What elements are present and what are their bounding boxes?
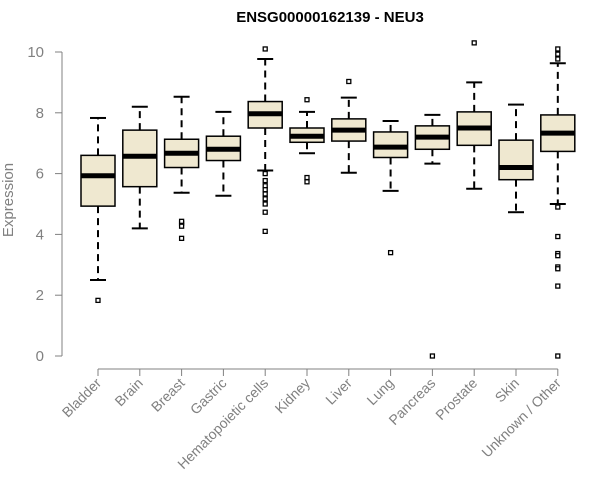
box-gastric [205,110,242,197]
box-skin [498,103,534,214]
outlier-point [262,177,268,184]
y-tick-label: 0 [36,348,44,365]
outlier-point [429,353,436,359]
box-hematopoietic-cells [247,46,283,235]
box-breast [163,95,200,242]
outlier-point [555,46,561,52]
y-tick-label: 10 [27,44,44,61]
outlier-point [555,56,561,62]
y-axis: 0 2 4 6 8 10 [27,44,63,365]
outlier-point [304,97,310,103]
outlier-point [178,235,185,242]
outlier-point [262,201,268,207]
box-lung [372,120,409,256]
outlier-point [262,191,268,197]
x-tick-label: Liver [322,375,355,408]
outlier-point [95,297,101,304]
x-tick-label: Prostate [432,375,480,423]
outlier-point [262,209,268,215]
outlier-point [346,78,352,85]
x-tick-label: Kidney [272,375,314,417]
outlier-point [555,353,561,359]
y-tick-label: 4 [36,226,44,243]
x-tick-label: Lung [363,375,396,408]
x-tick-label: Skin [492,375,523,406]
outlier-point [555,266,561,272]
box-prostate [456,40,492,190]
box-brain [122,105,158,230]
box-liver [331,78,367,174]
outlier-point [471,40,477,46]
outlier-point [555,283,561,289]
outlier-point [262,187,268,193]
y-tick-label: 6 [36,166,44,183]
box-pancreas [414,113,451,359]
chart-title: ENSG00000162139 - NEU3 [236,9,424,26]
x-tick-label: Breast [148,375,188,415]
x-tick-label: Bladder [59,375,105,421]
outlier-point [555,204,561,210]
outlier-point [555,51,561,57]
box-bladder [80,116,116,304]
boxes-group [80,40,576,359]
outlier-point [262,170,268,177]
outlier-point [262,46,268,52]
iqr-box [498,139,534,181]
iqr-box [80,154,116,207]
y-tick-label: 2 [36,287,44,304]
x-tick-label: Brain [111,375,145,409]
outlier-point [555,233,561,240]
outlier-point [178,223,185,229]
x-tick-label: Unknown / Other [478,375,564,461]
outlier-point [555,253,561,259]
outlier-point [304,179,310,185]
outlier-point [262,228,268,235]
box-unknown-other [540,46,576,359]
outlier-point [262,196,268,202]
outlier-point [304,174,310,181]
outlier-point [178,218,185,224]
y-axis-label: Expression [0,163,17,237]
box-kidney [289,97,325,185]
outlier-point [387,249,394,256]
y-tick-label: 8 [36,105,44,122]
